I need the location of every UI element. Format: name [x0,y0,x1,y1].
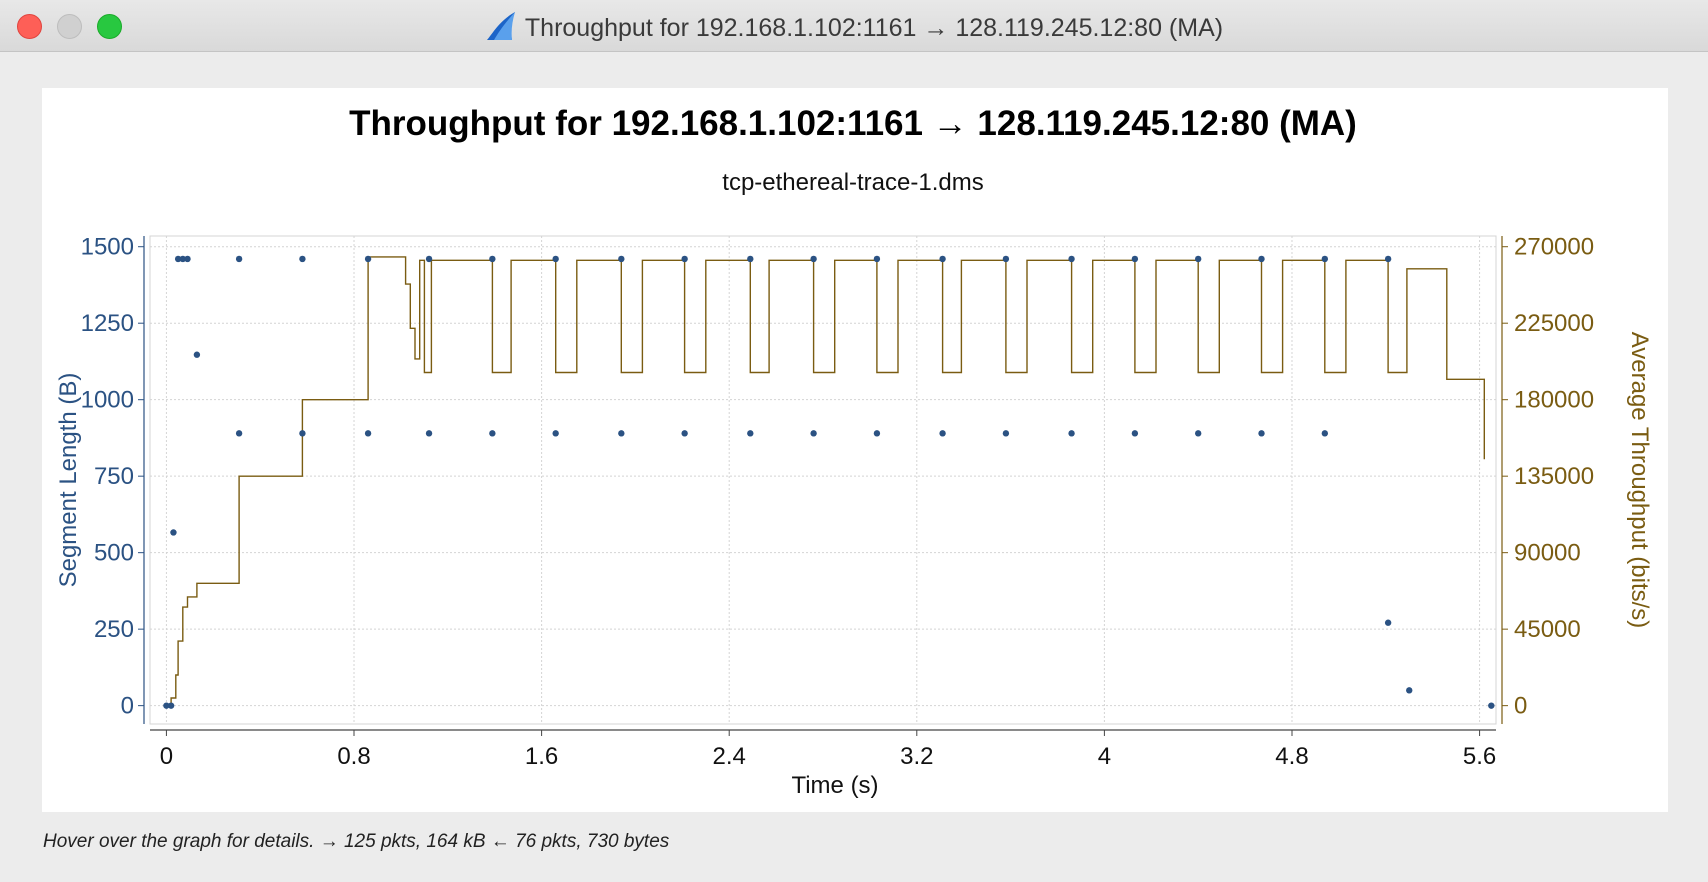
segment-point [235,430,243,437]
y2-tick-label: 135000 [1514,463,1594,490]
y-axis-label: Segment Length (B) [55,373,82,588]
throughput-line [166,256,1485,707]
y-tick-label: 0 [121,693,134,720]
x-tick-label: 3.2 [900,743,933,770]
throughput-series [166,256,1485,707]
segment-point [489,255,496,263]
segment-point [170,529,177,536]
segment-point [1488,702,1495,709]
y-tick-label: 1250 [81,310,134,337]
segment-point [1321,430,1329,437]
window-titlebar: Throughput for 192.168.1.102:1161 → 128.… [0,0,1708,52]
segment-point [1068,255,1075,263]
segment-point [552,255,559,263]
x-tick-label: 2.4 [713,743,746,770]
y2-tick-label: 90000 [1514,540,1581,567]
plot-frame [149,235,1497,725]
x-tick-label: 0 [160,743,173,770]
segment-point [1194,430,1202,437]
window-title: Throughput for 192.168.1.102:1161 → 128.… [0,11,1708,48]
x-tick-label: 4.8 [1275,743,1308,770]
segment-point [1131,430,1139,437]
axes: 0 0.8 1.6 2.4 3.2 4 4.8 5.6 0 250 500 750 1000 1250 15… [81,234,1594,770]
x-tick-label: 1.6 [525,743,558,770]
x-tick-label: 0.8 [337,743,370,770]
window-title-text: Throughput for 192.168.1.102:1161 → 128.… [524,14,1224,42]
segment-point [1194,255,1202,263]
chart-title: Throughput for 192.168.1.102:1161 → 128.… [349,104,1357,143]
segment-point [179,255,187,263]
segment-point [489,430,496,437]
segment-point [1068,430,1075,437]
segment-point [1002,430,1010,437]
segment-point [425,255,433,263]
segment-point [163,702,170,709]
x-tick-label: 4 [1098,743,1111,770]
segment-point [873,255,881,263]
y-tick-label: 1000 [81,387,134,414]
plot-panel[interactable]: Throughput for 192.168.1.102:1161 → 128.… [42,88,1668,812]
close-window-button[interactable] [17,14,42,39]
status-bar-text: Hover over the graph for details. → 125 … [43,831,670,852]
segment-point [1321,255,1329,263]
zoom-window-button[interactable] [97,14,122,39]
segment-point [618,255,625,263]
minimize-window-button[interactable] [57,14,82,39]
y2-axis-label: Average Throughput (bits/s) [1626,332,1653,629]
segment-point [1384,255,1392,263]
segment-point [364,255,372,263]
segment-point [618,430,625,437]
x-tick-label: 5.6 [1463,743,1496,770]
segment-point [299,255,306,263]
segment-series [163,255,1495,709]
segment-point [184,255,191,263]
segment-point [364,430,372,437]
throughput-chart[interactable]: Throughput for 192.168.1.102:1161 → 128.… [42,88,1668,812]
y-tick-label: 500 [94,540,134,567]
y2-tick-label: 225000 [1514,310,1594,337]
segment-point [425,430,433,437]
wireshark-fin-icon [485,11,517,48]
segment-point [681,430,688,437]
segment-point [552,430,559,437]
segment-point [939,255,946,263]
segment-point [939,430,946,437]
segment-point [747,255,754,263]
segment-point [193,351,201,358]
y-tick-label: 750 [94,463,134,490]
segment-point [235,255,243,263]
segment-point [1002,255,1010,263]
segment-point [810,430,817,437]
segment-point [299,430,306,437]
segment-point [1384,619,1392,626]
segment-point [681,255,688,263]
segment-point [1406,687,1413,694]
y2-tick-label: 0 [1514,693,1527,720]
y2-tick-label: 180000 [1514,387,1594,414]
chart-subtitle: tcp-ethereal-trace-1.dms [722,169,983,196]
segment-point [1258,255,1265,263]
segment-point [167,702,175,709]
segment-point [873,430,881,437]
y2-tick-label: 45000 [1514,616,1581,643]
x-axis-label: Time (s) [791,772,878,799]
y2-tick-label: 270000 [1514,234,1594,261]
y-tick-label: 250 [94,616,134,643]
segment-point [747,430,754,437]
grid-lines [149,235,1497,725]
segment-point [1258,430,1265,437]
segment-point [1131,255,1139,263]
segment-point [810,255,817,263]
y-tick-label: 1500 [81,234,134,261]
segment-point [174,255,182,263]
